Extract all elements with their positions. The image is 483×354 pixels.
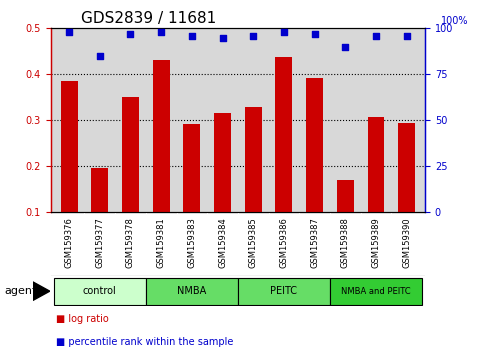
Text: GSM159377: GSM159377 <box>95 217 104 268</box>
Text: GSM159387: GSM159387 <box>310 217 319 268</box>
Text: GSM159388: GSM159388 <box>341 217 350 268</box>
Polygon shape <box>33 282 50 301</box>
Text: GSM159390: GSM159390 <box>402 217 411 268</box>
Bar <box>61 81 78 258</box>
Bar <box>306 78 323 258</box>
Point <box>65 29 73 35</box>
Bar <box>368 117 384 258</box>
Text: ■ percentile rank within the sample: ■ percentile rank within the sample <box>56 337 233 347</box>
Y-axis label: 100%: 100% <box>441 17 469 27</box>
Bar <box>398 123 415 258</box>
Text: NMBA and PEITC: NMBA and PEITC <box>341 287 411 296</box>
Point <box>341 44 349 50</box>
Text: ■ log ratio: ■ log ratio <box>56 314 108 324</box>
Text: agent: agent <box>5 286 37 296</box>
Bar <box>214 114 231 258</box>
Point <box>127 31 134 37</box>
Bar <box>122 97 139 258</box>
Bar <box>54 278 146 305</box>
Text: NMBA: NMBA <box>177 286 206 296</box>
Point <box>372 33 380 39</box>
Text: GDS2839 / 11681: GDS2839 / 11681 <box>81 11 216 26</box>
Text: GSM159386: GSM159386 <box>279 217 288 268</box>
Bar <box>91 168 108 258</box>
Text: GSM159383: GSM159383 <box>187 217 197 268</box>
Text: GSM159384: GSM159384 <box>218 217 227 268</box>
Text: GSM159381: GSM159381 <box>156 217 166 268</box>
Point <box>249 33 257 39</box>
Point <box>311 31 318 37</box>
Bar <box>153 59 170 258</box>
Text: control: control <box>83 286 117 296</box>
Point <box>188 33 196 39</box>
Bar <box>146 278 238 305</box>
Point <box>157 29 165 35</box>
Point <box>280 29 288 35</box>
Bar <box>275 57 292 258</box>
Bar <box>330 278 422 305</box>
Text: GSM159376: GSM159376 <box>65 217 73 268</box>
Point <box>403 33 411 39</box>
Bar <box>337 180 354 258</box>
Text: GSM159389: GSM159389 <box>371 217 381 268</box>
Point <box>219 35 227 40</box>
Bar <box>245 107 262 258</box>
Bar <box>184 124 200 258</box>
Text: GSM159378: GSM159378 <box>126 217 135 268</box>
Text: PEITC: PEITC <box>270 286 298 296</box>
Text: GSM159385: GSM159385 <box>249 217 258 268</box>
Point <box>96 53 104 59</box>
Bar <box>238 278 330 305</box>
